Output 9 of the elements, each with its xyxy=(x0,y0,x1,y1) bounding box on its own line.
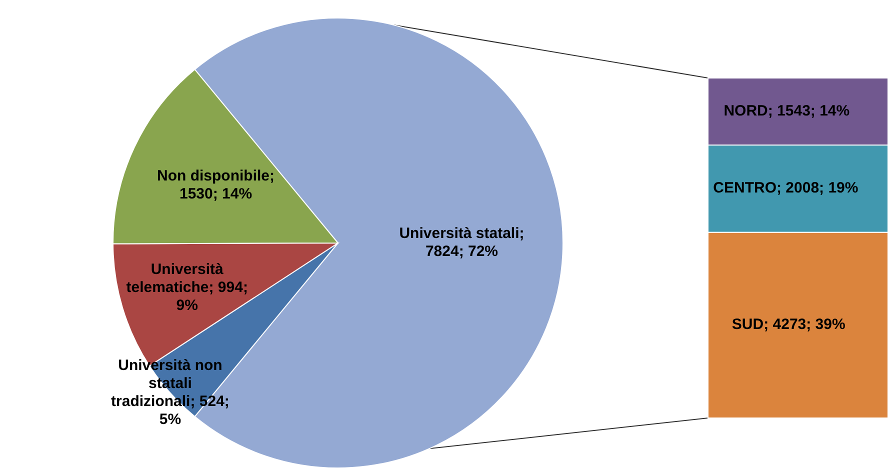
data-label: ; 2008; 19% xyxy=(776,180,858,197)
data-label: ; 1543; 14% xyxy=(768,102,850,120)
series-label: NORD xyxy=(724,102,768,120)
slice-label: Università statali; 7824; 72% xyxy=(399,224,524,260)
series-label: SUD xyxy=(732,316,764,334)
series-label: CENTRO xyxy=(713,180,777,197)
slice-label: Università telematiche; 994; 9% xyxy=(126,261,248,314)
slice-label: Non disponibile; 1530; 14% xyxy=(157,168,275,203)
data-label: ; 4273; 39% xyxy=(764,316,846,334)
